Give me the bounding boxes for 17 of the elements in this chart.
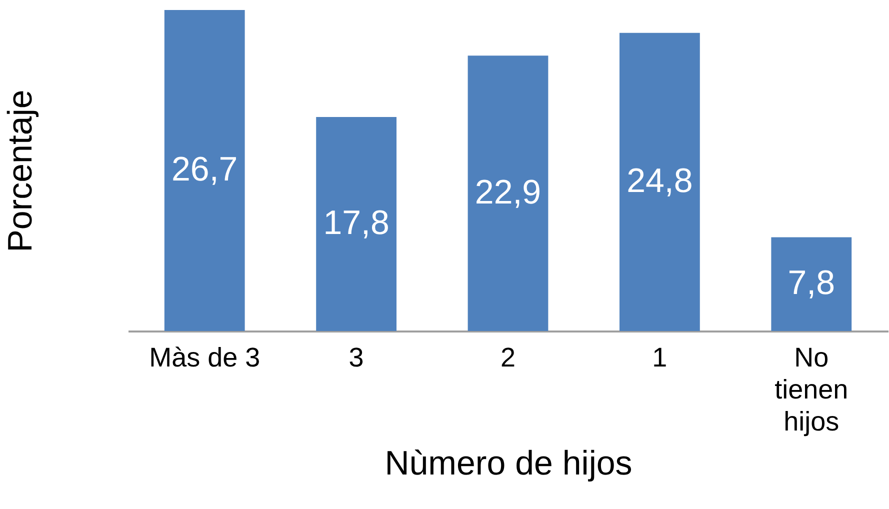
data-label: 17,8 — [323, 204, 390, 242]
data-label: 26,7 — [172, 150, 238, 188]
x-tick-label: Màs de 3 — [149, 342, 260, 372]
bar — [316, 117, 397, 331]
x-tick-label: 2 — [500, 342, 516, 372]
x-tick-label: 1 — [652, 342, 668, 372]
data-label: 7,8 — [788, 264, 836, 302]
bar — [771, 237, 852, 331]
x-tick-label: No tienen hijos — [774, 342, 848, 436]
bar — [164, 10, 245, 331]
data-label: 24,8 — [626, 162, 693, 200]
data-label: 22,9 — [474, 173, 542, 212]
x-axis-title: Nùmero de hijos — [384, 444, 632, 482]
y-axis-title: Porcentaje — [2, 90, 40, 252]
bar — [468, 56, 548, 331]
bar — [619, 32, 700, 331]
x-tick-label: 3 — [348, 342, 364, 372]
